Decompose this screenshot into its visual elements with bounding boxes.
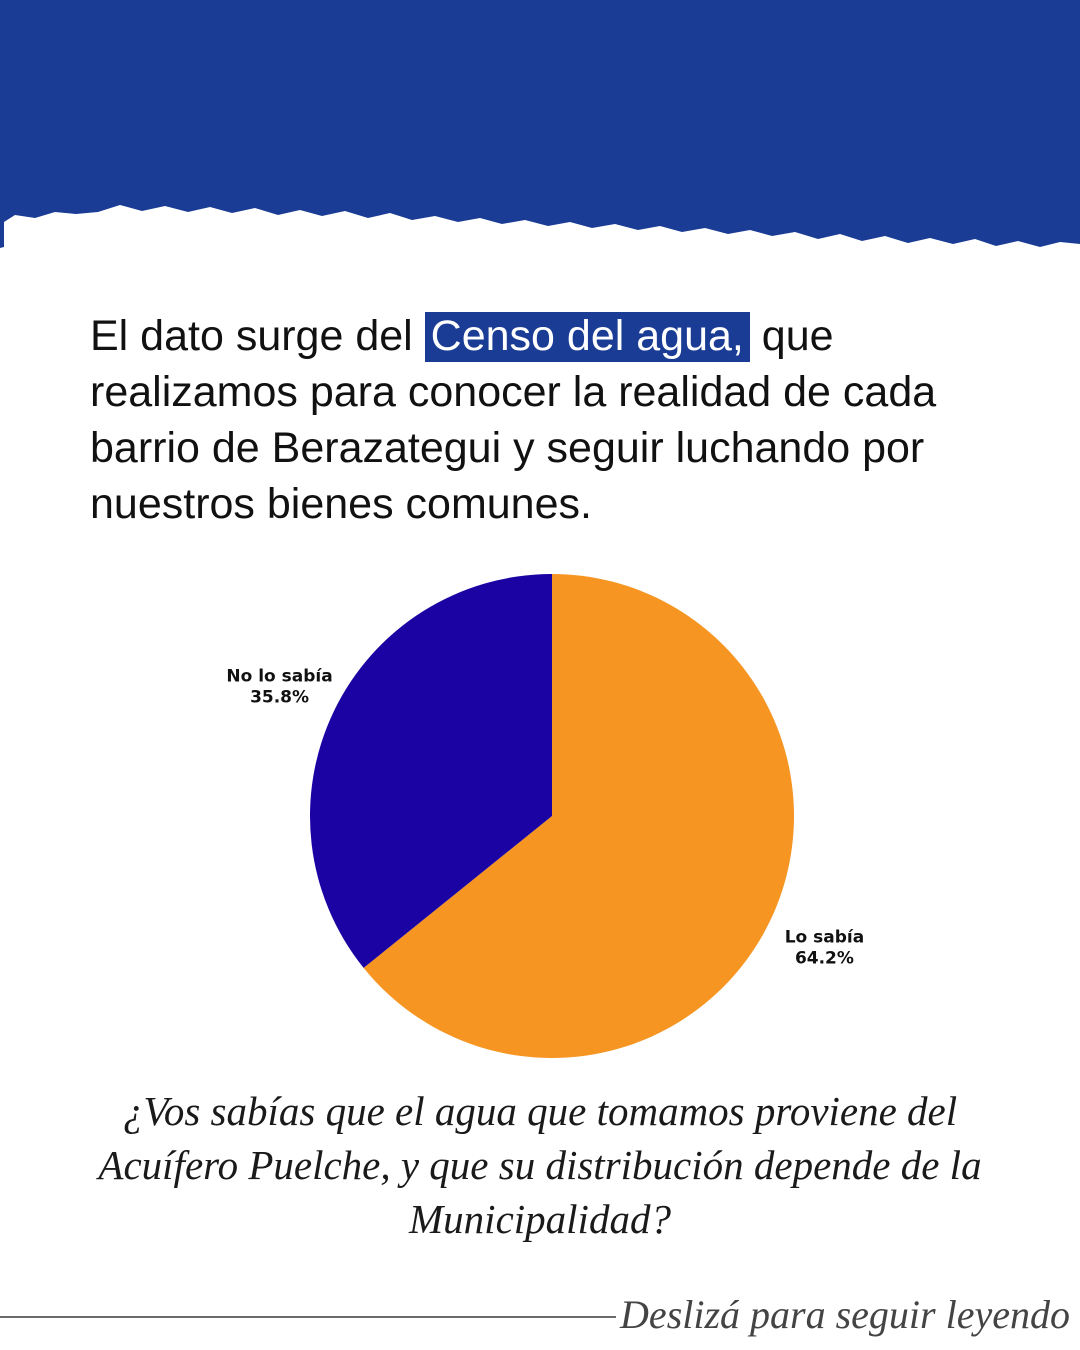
pie-label-no-lo-sabia: No lo sabía 35.8% xyxy=(226,667,332,708)
headline-highlight: Censo del agua, xyxy=(424,312,750,362)
swipe-hint[interactable]: Deslizá para seguir leyendo xyxy=(620,1292,1070,1337)
question-text: ¿Vos sabías que el agua que tomamos prov… xyxy=(98,1088,982,1242)
footer-divider xyxy=(0,1316,616,1318)
pie-slice-no-lo-sabia xyxy=(310,574,552,968)
pie-chart: Lo sabía 64.2% No lo sabía 35.8% xyxy=(226,574,865,1058)
pie-label-lo-sabia: Lo sabía 64.2% xyxy=(785,927,865,968)
headline-rest: que realizamos para conocer la realidad … xyxy=(90,312,937,528)
pie-slice-lo-sabia xyxy=(363,574,795,1058)
headline: El dato surge del Censo del agua, que re… xyxy=(90,308,990,532)
top-banner xyxy=(0,0,1080,248)
torn-paper-edge xyxy=(0,0,1080,248)
headline-lead: El dato surge del xyxy=(90,312,425,360)
